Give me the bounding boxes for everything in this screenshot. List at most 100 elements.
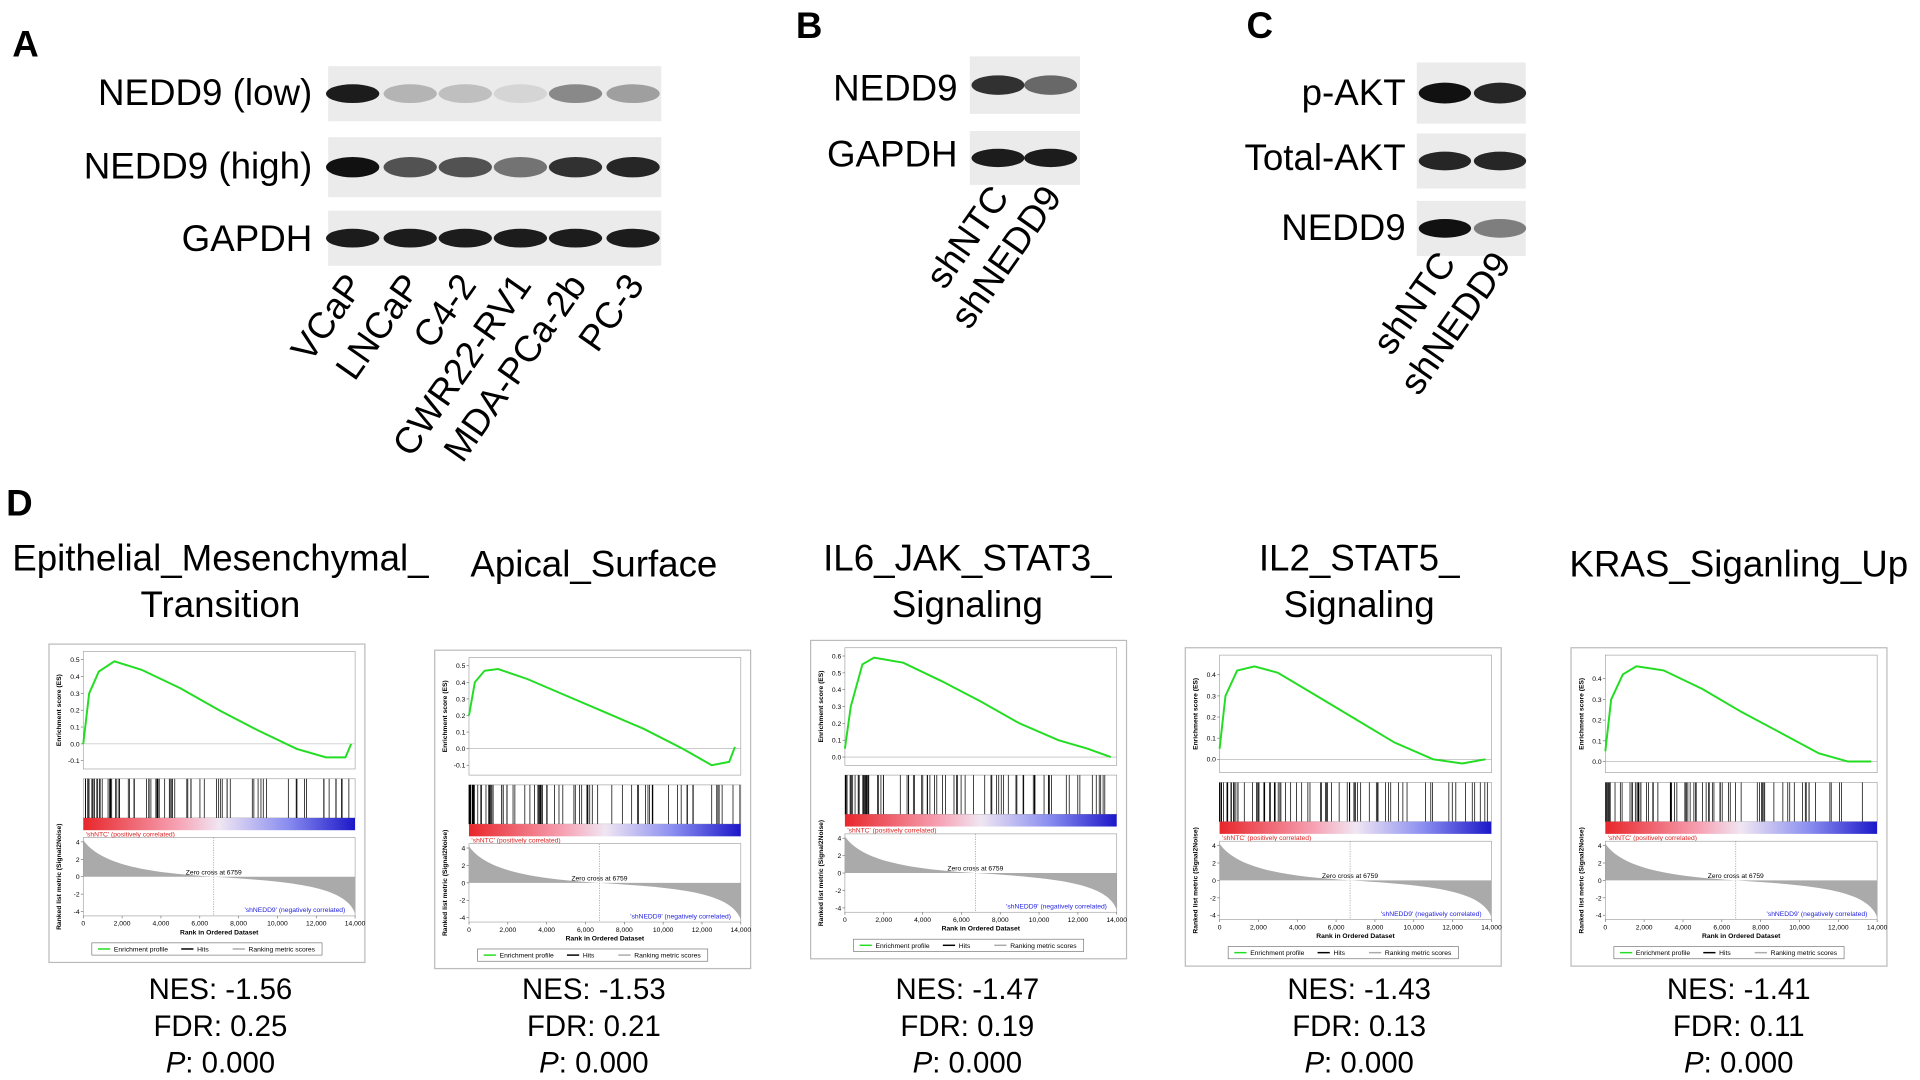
x-tick-label: 8,000 bbox=[230, 921, 247, 928]
metric-tick-label: 0 bbox=[1212, 878, 1216, 885]
x-tick-label: 0 bbox=[843, 917, 847, 924]
p-value-text: : 0.000 bbox=[185, 1047, 275, 1080]
metric-tick-label: 0 bbox=[837, 871, 841, 878]
y-tick-label: 0.3 bbox=[456, 696, 466, 703]
metric-tick-label: 4 bbox=[76, 839, 80, 846]
legend-label: Enrichment profile bbox=[500, 953, 554, 960]
band bbox=[971, 148, 1025, 168]
x-tick-label: 12,000 bbox=[692, 927, 713, 934]
gsea-plot: 0.4 0.3 0.2 0.1 0.0 Enrichment score (ES) 'shN… bbox=[1570, 647, 1888, 967]
metric-axis-label: Ranked list metric (Signal2Noise) bbox=[1578, 827, 1585, 933]
metric-tick-label: -4 bbox=[459, 915, 465, 922]
gsea-plot: 0.6 0.5 0.4 0.3 0.2 0.1 0.0 Enrichment score (E… bbox=[810, 639, 1127, 960]
band bbox=[1473, 82, 1527, 104]
metric-tick-label: 2 bbox=[76, 857, 80, 864]
legend-label: Hits bbox=[959, 943, 971, 950]
metric-tick-label: 4 bbox=[1212, 843, 1216, 850]
es-frame bbox=[1605, 654, 1878, 773]
band bbox=[438, 156, 492, 178]
x-axis-label: Rank in Ordered Dataset bbox=[942, 926, 1021, 933]
x-tick-label: 14,000 bbox=[345, 921, 366, 928]
x-tick-label: 4,000 bbox=[914, 917, 931, 924]
y-tick-label: 0.2 bbox=[832, 721, 842, 728]
band bbox=[971, 75, 1025, 95]
band bbox=[383, 84, 437, 104]
metric-tick-label: -4 bbox=[835, 905, 841, 912]
plot-title: Apical_Surface bbox=[470, 544, 717, 585]
x-tick-label: 8,000 bbox=[1752, 924, 1769, 931]
legend-label: Hits bbox=[1333, 950, 1345, 957]
metric-tick-label: 4 bbox=[1598, 843, 1602, 850]
metric-area bbox=[1605, 843, 1878, 918]
neg-label: 'shNEDD9' (negatively correlated) bbox=[1381, 911, 1482, 918]
lane-label: PC-3 bbox=[570, 266, 652, 358]
x-tick-label: 6,000 bbox=[1713, 924, 1730, 931]
p-label: P bbox=[1684, 1047, 1704, 1080]
y-tick-label: 0.5 bbox=[456, 663, 466, 670]
y-tick-label: 0.2 bbox=[1592, 718, 1602, 725]
hits-frame bbox=[82, 778, 356, 819]
row-label: NEDD9 bbox=[833, 67, 957, 108]
es-curve bbox=[843, 656, 1112, 759]
plot-title: KRAS_Siganling_Up bbox=[1569, 544, 1908, 585]
p-value-text: : 0.000 bbox=[559, 1047, 649, 1080]
legend-label: Ranking metric scores bbox=[1385, 950, 1452, 957]
x-tick-label: 12,000 bbox=[1068, 917, 1089, 924]
band bbox=[326, 156, 380, 178]
x-tick-label: 10,000 bbox=[1029, 917, 1050, 924]
x-tick-label: 12,000 bbox=[1442, 924, 1463, 931]
es-frame bbox=[468, 657, 742, 776]
x-tick-label: 4,000 bbox=[1289, 924, 1306, 931]
nes: NES: -1.41 bbox=[1667, 973, 1811, 1006]
y-tick-label: 0.0 bbox=[1592, 759, 1602, 766]
plot-title: Signaling bbox=[1284, 584, 1435, 625]
y-tick-label: 0.4 bbox=[70, 674, 80, 681]
y-tick-label: 0.5 bbox=[832, 670, 842, 677]
es-curve bbox=[82, 660, 353, 759]
es-axis-label: Enrichment score (ES) bbox=[1578, 678, 1585, 750]
p-value: P: 0.000 bbox=[166, 1047, 275, 1080]
metric-tick-label: 0 bbox=[76, 874, 80, 881]
band bbox=[548, 156, 603, 178]
x-tick-label: 10,000 bbox=[1403, 924, 1424, 931]
legend-label: Enrichment profile bbox=[876, 943, 930, 950]
y-tick-label: 0.0 bbox=[70, 741, 80, 748]
pos-label: 'shNTC' (positively correlated) bbox=[1608, 835, 1697, 842]
metric-tick-label: 2 bbox=[837, 853, 841, 860]
p-value-text: : 0.000 bbox=[1324, 1047, 1414, 1080]
band bbox=[326, 84, 380, 104]
nes: NES: -1.56 bbox=[149, 973, 293, 1006]
pos-label: 'shNTC' (positively correlated) bbox=[847, 828, 936, 835]
x-tick-label: 0 bbox=[1218, 924, 1222, 931]
es-axis-label: Enrichment score (ES) bbox=[56, 674, 63, 746]
p-value-text: : 0.000 bbox=[932, 1047, 1022, 1080]
y-tick-label: 0.4 bbox=[832, 687, 842, 694]
color-bar bbox=[1219, 821, 1492, 834]
x-tick-label: 8,000 bbox=[616, 927, 633, 934]
metric-tick-label: 4 bbox=[837, 836, 841, 843]
legend-frame bbox=[477, 948, 709, 962]
legend-label: Enrichment profile bbox=[114, 946, 168, 953]
row-label: Total-AKT bbox=[1245, 137, 1406, 178]
band bbox=[326, 228, 380, 248]
neg-label: 'shNEDD9' (negatively correlated) bbox=[1767, 911, 1868, 918]
es-curve bbox=[1218, 665, 1486, 765]
plot-title: Transition bbox=[140, 584, 300, 625]
x-tick-label: 2,000 bbox=[114, 921, 131, 928]
blot-strip bbox=[328, 66, 662, 122]
es-axis-label: Enrichment score (ES) bbox=[818, 670, 825, 742]
gsea-plot: 0.5 0.4 0.3 0.2 0.1 0.0 -0.1 Enrichment score (… bbox=[434, 649, 751, 970]
x-tick-label: 10,000 bbox=[1789, 924, 1810, 931]
metric-area bbox=[1219, 843, 1492, 918]
y-tick-label: 0.0 bbox=[456, 746, 466, 753]
panel-label: A bbox=[12, 23, 39, 64]
x-axis-label: Rank in Ordered Dataset bbox=[1316, 933, 1395, 940]
x-tick-label: 6,000 bbox=[191, 921, 208, 928]
y-tick-label: 0.2 bbox=[456, 713, 466, 720]
band bbox=[493, 156, 548, 178]
p-value: P: 0.000 bbox=[913, 1047, 1022, 1080]
y-tick-label: 0.0 bbox=[832, 754, 842, 761]
metric-tick-label: -4 bbox=[74, 909, 80, 916]
es-curve bbox=[1604, 665, 1872, 763]
x-tick-label: 8,000 bbox=[1367, 924, 1384, 931]
